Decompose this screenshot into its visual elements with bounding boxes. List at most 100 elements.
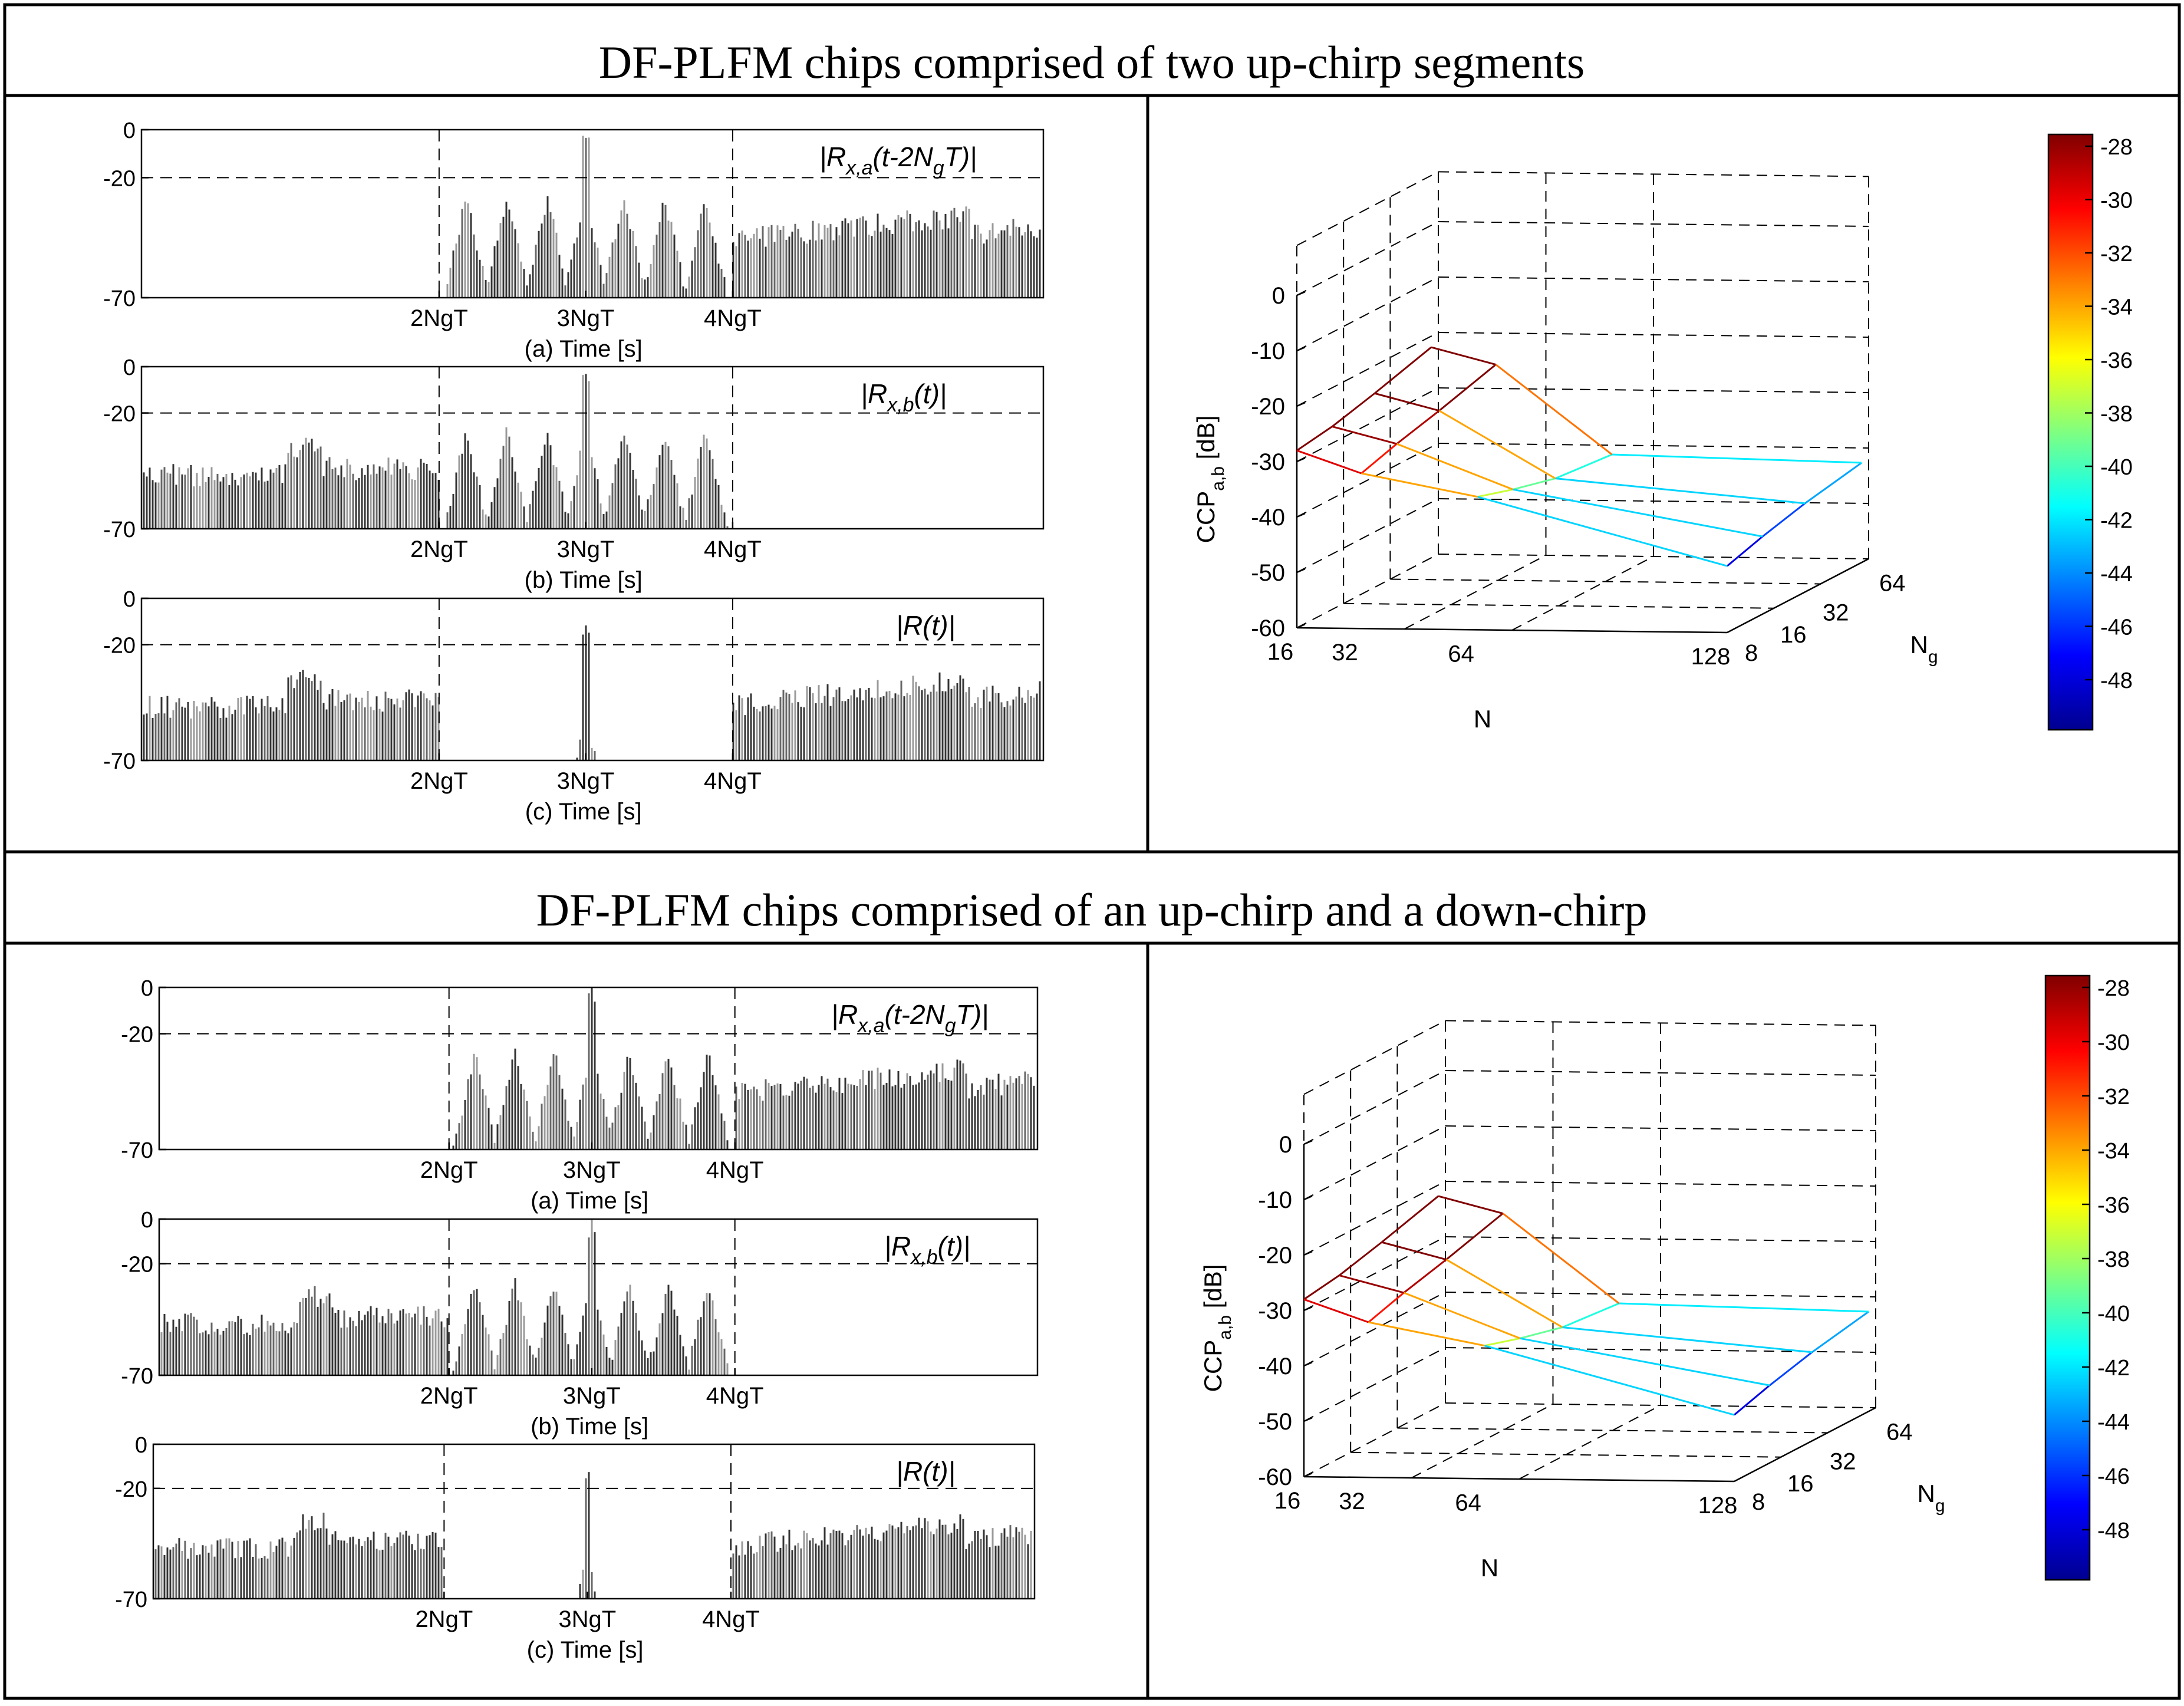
x-tick-label: 2NgT bbox=[420, 1157, 478, 1183]
legend-part: x,b bbox=[886, 394, 914, 416]
legend-part: (t)| bbox=[938, 1231, 970, 1262]
z-tick-mark bbox=[1296, 346, 1306, 352]
plot-axes-box bbox=[158, 1218, 1039, 1376]
legend-part: T)| bbox=[956, 999, 989, 1030]
z-tick-mark bbox=[1303, 1472, 1313, 1478]
z-tick-label: -10 bbox=[1258, 1187, 1292, 1213]
z-tick-mark bbox=[1296, 291, 1306, 297]
mesh-edge-u bbox=[1396, 443, 1514, 490]
time-plot-b: 0 -20 -70 2NgT 3NgT 4NgT (b) Time [s] |Rx,b(t)| bbox=[103, 355, 1045, 593]
x-tick-label: 3NgT bbox=[563, 1383, 621, 1409]
n-tick-label: 32 bbox=[1339, 1488, 1365, 1514]
mesh-edge-v bbox=[1368, 1292, 1405, 1323]
y-tick-label: 0 bbox=[135, 1433, 147, 1458]
legend-part: (t)| bbox=[914, 378, 947, 409]
mesh-edge-u bbox=[1361, 472, 1478, 498]
mesh-edge-u bbox=[1438, 410, 1556, 479]
ng-tick-label: 32 bbox=[1830, 1448, 1856, 1474]
mesh-edge-u bbox=[1431, 346, 1496, 365]
y-tick-label: -20 bbox=[103, 634, 136, 658]
x-tick-label: 3NgT bbox=[557, 768, 615, 794]
z-tick-label: -40 bbox=[1251, 505, 1285, 531]
grid-left-wall-h bbox=[1303, 1347, 1446, 1422]
y-tick-label: 0 bbox=[141, 1208, 153, 1233]
colorbar-tick-label: -48 bbox=[2097, 1519, 2130, 1543]
mesh-edge-v bbox=[1555, 453, 1613, 479]
mesh-edge-u bbox=[1403, 1292, 1521, 1339]
stem-series bbox=[452, 987, 1035, 1150]
z-axis-label: CCPa,b [dB] bbox=[1199, 1264, 1235, 1392]
grid-floor-u bbox=[1518, 1405, 1661, 1480]
colorbar-tick-label: -30 bbox=[2097, 1030, 2130, 1055]
mesh-edge-u bbox=[1374, 392, 1439, 412]
mesh-edge-v bbox=[1811, 1310, 1869, 1353]
mesh-edge-v bbox=[1762, 502, 1806, 538]
mesh-edge-v bbox=[1484, 1337, 1520, 1347]
z-tick-label: -40 bbox=[1258, 1353, 1292, 1379]
section-1-title: DF-PLFM chips comprised of two up-chirp … bbox=[599, 37, 1585, 88]
z-tick-mark bbox=[1296, 401, 1306, 407]
ng-axis-label: Ng bbox=[1917, 1480, 1945, 1516]
mesh-edge-v bbox=[1374, 346, 1432, 394]
colorbar-fill bbox=[2047, 133, 2094, 731]
colorbar-tick-label: -36 bbox=[2097, 1193, 2130, 1218]
z-tick-mark bbox=[1303, 1361, 1313, 1367]
ng-tick-label: 16 bbox=[1787, 1471, 1814, 1497]
mesh-edge-v bbox=[1332, 393, 1375, 427]
grid-left-wall-h bbox=[1303, 1236, 1446, 1311]
z-tick-mark bbox=[1303, 1195, 1313, 1201]
z-tick-label: -50 bbox=[1258, 1409, 1292, 1435]
colorbar-tick-label: -32 bbox=[2100, 242, 2133, 266]
plot-caption: (c) Time [s] bbox=[525, 799, 642, 825]
colorbar-tick-label: -28 bbox=[2097, 976, 2130, 1001]
colorbar: -28 -30 -32 -34 -36 -38 -40 -42 -44 -46 -48 bbox=[2047, 133, 2133, 731]
legend-part: T)| bbox=[944, 141, 977, 172]
colorbar-fill bbox=[2044, 974, 2091, 1581]
z-label-unit: [dB] bbox=[1192, 416, 1220, 466]
z-tick-label: -20 bbox=[1251, 394, 1285, 420]
n-tick-label: 64 bbox=[1455, 1490, 1481, 1516]
x-tick-label: 3NgT bbox=[557, 305, 615, 331]
mesh-edge-v bbox=[1562, 1302, 1620, 1328]
mesh-edge-u bbox=[1555, 477, 1806, 505]
ng-label-main: N bbox=[1917, 1480, 1935, 1507]
mesh-edge-v bbox=[1734, 1384, 1770, 1416]
legend-part: (t-2N bbox=[873, 141, 934, 172]
y-tick-label: 0 bbox=[123, 118, 136, 143]
surface-grid bbox=[1296, 171, 1869, 634]
grid-top-rim bbox=[1438, 171, 1869, 177]
plot-legend: |Rx,a(t-2NgT)| bbox=[831, 999, 989, 1037]
ng-tick-label: 16 bbox=[1780, 622, 1807, 648]
colorbar-tick-label: -30 bbox=[2100, 189, 2133, 213]
mesh-edge-u bbox=[1619, 1302, 1869, 1313]
mesh-edge-v bbox=[1804, 462, 1862, 505]
plot-legend: |R(t)| bbox=[896, 610, 956, 641]
n-axis bbox=[1303, 1476, 1735, 1483]
grid-floor-u bbox=[1511, 556, 1654, 631]
z-tick-mark bbox=[1296, 512, 1306, 518]
x-tick-label: 2NgT bbox=[420, 1383, 478, 1409]
stem-series bbox=[143, 625, 1041, 760]
x-tick-label: 4NgT bbox=[704, 768, 762, 794]
colorbar-tick-label: -34 bbox=[2097, 1139, 2130, 1164]
colorbar-tick-label: -34 bbox=[2100, 295, 2133, 320]
time-plot-a: 0 -20 -70 2NgT 3NgT 4NgT (a) Time [s] |Rx,a(t-2… bbox=[121, 976, 1039, 1214]
grid-left-wall-h bbox=[1296, 276, 1439, 351]
plot-legend: |Rx,b(t)| bbox=[884, 1231, 970, 1269]
y-tick-label: -70 bbox=[103, 286, 136, 311]
mesh-edge-v bbox=[1520, 1326, 1563, 1339]
legend-part: x,b bbox=[910, 1246, 937, 1269]
x-tick-label: 2NgT bbox=[410, 536, 468, 562]
grid-left-wall-h bbox=[1303, 1292, 1446, 1366]
mesh-edge-u bbox=[1502, 1213, 1620, 1305]
stem-series bbox=[446, 136, 1041, 298]
grid-floor-v bbox=[1343, 602, 1774, 609]
x-tick-label: 2NgT bbox=[410, 305, 468, 331]
mesh-edge-v bbox=[1339, 1241, 1382, 1276]
ng-tick-label: 64 bbox=[1879, 570, 1906, 596]
surface-mesh bbox=[1296, 346, 1862, 567]
x-tick-label: 4NgT bbox=[704, 305, 762, 331]
plot-caption: (a) Time [s] bbox=[531, 1188, 648, 1214]
stem-series bbox=[160, 1219, 729, 1375]
